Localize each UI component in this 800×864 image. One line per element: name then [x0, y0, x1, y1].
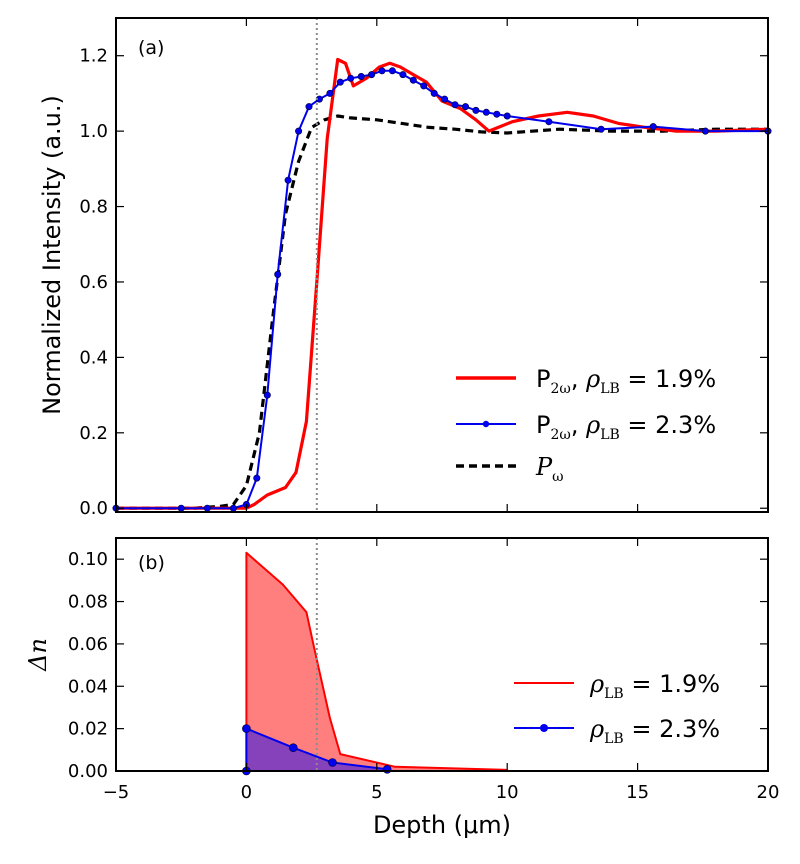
y-tick-label: 0.00	[68, 761, 108, 782]
x-tick-label: 10	[496, 782, 519, 803]
legend-label: ρLB = 2.3%	[589, 715, 720, 747]
y-tick-label: 1.2	[79, 46, 108, 67]
panel-b-legend: ρLB = 1.9% ρLB = 2.3%	[514, 670, 720, 747]
series-1-point	[378, 67, 386, 75]
series-1-point	[203, 504, 211, 512]
series-1-point	[326, 89, 334, 97]
y-tick-label: 0.6	[79, 272, 108, 293]
panel-a-label: (a)	[138, 37, 164, 59]
series-1-point	[493, 110, 501, 118]
area-1-point	[288, 743, 298, 753]
x-tick-label: −5	[103, 782, 130, 803]
series-1-point	[357, 73, 365, 81]
series-line-0	[116, 57, 769, 510]
x-tick-label: 20	[757, 782, 780, 803]
series-line-1	[116, 69, 768, 510]
panel-b-frame	[115, 537, 769, 772]
series-1-point	[253, 474, 261, 482]
legend-label: P2ω, ρLB = 1.9%	[536, 365, 716, 397]
area-fill-1	[246, 728, 388, 771]
series-1-point	[368, 71, 376, 79]
y-tick-label: 0.04	[68, 676, 108, 697]
y-tick-label: 1.0	[79, 121, 108, 142]
series-1-point	[305, 103, 313, 111]
panel-a: 0.0 0.2 0.4 0.6 0.8 1.0 1.2 (a) Normalized Int…	[38, 17, 772, 519]
series-1-point	[482, 108, 490, 116]
series-1-point	[503, 112, 511, 120]
series-1-point	[336, 78, 344, 86]
y-tick-label: 0.06	[68, 634, 108, 655]
series-1-point	[597, 125, 605, 133]
y-tick-label: 0.0	[79, 498, 108, 519]
series-1-point	[420, 82, 428, 90]
series-1-point	[441, 95, 449, 103]
series-1-point	[409, 76, 417, 84]
area-1-point	[382, 764, 392, 774]
legend-label: ρLB = 1.9%	[589, 670, 720, 702]
panel-a-legend: P2ω, ρLB = 1.9% P2ω, ρLB = 2.3% Pω	[456, 365, 716, 485]
legend-label: Pω	[535, 453, 564, 485]
y-tick-label: 0.02	[68, 719, 108, 740]
legend-marker	[482, 420, 490, 428]
series-1-point	[399, 71, 407, 79]
series-1-point	[177, 504, 185, 512]
panel-a-frame	[115, 17, 769, 513]
y-tick-label: 0.08	[68, 592, 108, 613]
x-tick-label: 15	[626, 782, 649, 803]
panel-a-ylabel: Normalized Intensity (a.u.)	[38, 95, 66, 415]
series-1-point	[451, 101, 459, 109]
area-1-point	[328, 758, 337, 767]
y-tick-label: 0.8	[79, 197, 108, 218]
series-1-point	[274, 270, 282, 278]
y-tick-label: 0.4	[79, 347, 108, 368]
series-1-point	[472, 106, 480, 114]
panel-b-ylabel: Δn	[24, 638, 52, 672]
series-1-point	[229, 504, 237, 512]
series-1-point	[430, 89, 438, 97]
panel-b-label: (b)	[138, 552, 165, 574]
series-1-point	[295, 127, 303, 135]
x-tick-label: 5	[371, 782, 382, 803]
series-1-point	[388, 67, 396, 75]
series-line-2	[116, 114, 768, 510]
legend-label: P2ω, ρLB = 2.3%	[536, 411, 716, 443]
panel-b-xlabel: Depth (μm)	[373, 811, 511, 839]
area-1-point	[242, 724, 251, 733]
area-line-0	[245, 551, 508, 771]
area-fill-0	[246, 552, 508, 771]
series-1-point	[545, 118, 553, 126]
series-1-point	[649, 123, 657, 131]
series-1-point	[701, 127, 709, 135]
y-tick-label: 0.2	[79, 423, 108, 444]
series-1-point	[347, 74, 355, 82]
series-1-point	[461, 103, 469, 111]
legend-marker	[540, 724, 548, 732]
x-tick-label: 0	[241, 782, 252, 803]
y-tick-label: 0.10	[68, 549, 108, 570]
series-1-point	[284, 176, 292, 184]
series-1-point	[263, 391, 271, 399]
panel-b: −5 0 5 10 15 20 0.00 0.02 0.04 0.06 0.08 0.10 (b) Δ…	[24, 537, 780, 839]
